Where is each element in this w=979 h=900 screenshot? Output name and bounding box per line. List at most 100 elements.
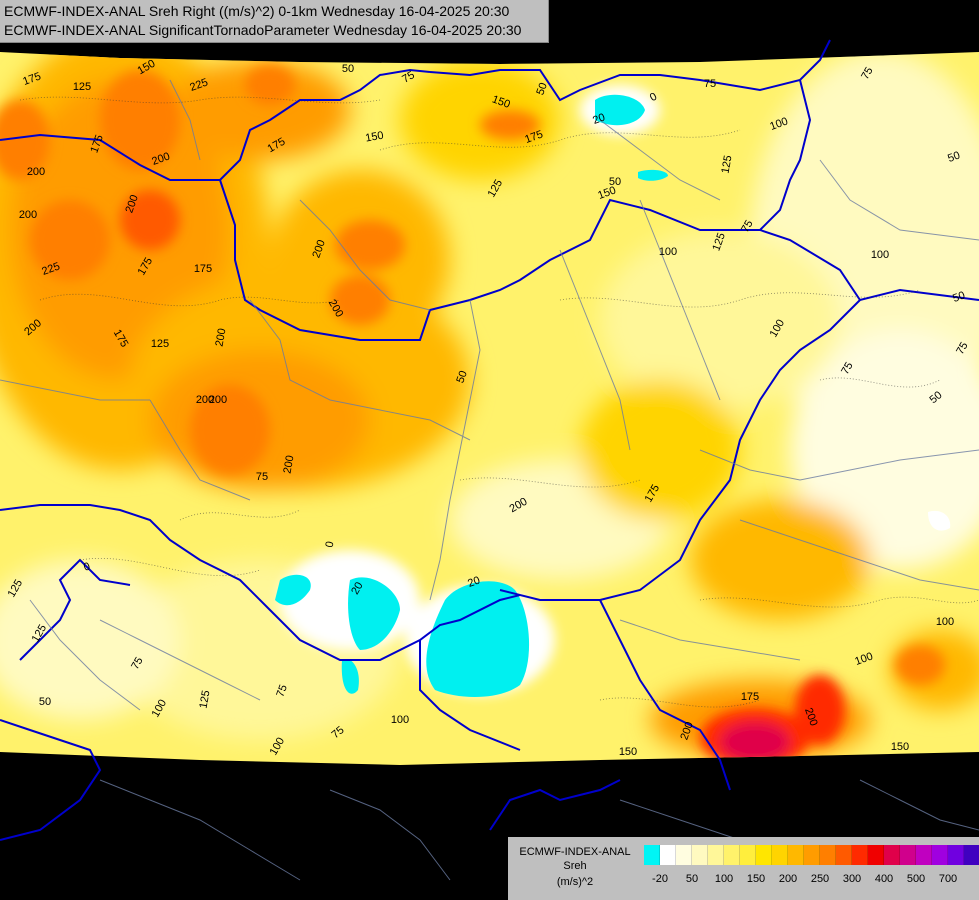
legend-tick-label: 700: [938, 873, 958, 885]
legend-swatch: [708, 845, 724, 865]
contour-label: 125: [198, 689, 213, 709]
contour-label: 75: [400, 69, 417, 86]
contour-label: 125: [710, 231, 728, 252]
contour-label: 150: [619, 746, 637, 758]
legend-swatch: [756, 845, 772, 865]
contour-label: 50: [951, 289, 967, 304]
legend-swatch: [820, 845, 836, 865]
contour-label: 75: [256, 471, 268, 483]
contour-label: 200: [123, 193, 141, 214]
contour-label: 200: [678, 720, 696, 741]
contour-label: 125: [73, 81, 91, 93]
legend-swatch: [964, 845, 979, 865]
sreh-field: [0, 52, 979, 765]
contour-label: 20: [591, 111, 607, 126]
contour-label: 200: [150, 150, 171, 168]
legend-swatch: [788, 845, 804, 865]
contour-label: 175: [21, 70, 42, 88]
legend-swatch: [660, 845, 676, 865]
legend-swatch: [772, 845, 788, 865]
contour-label: 225: [188, 76, 209, 94]
contour-label: 150: [490, 93, 511, 111]
legend-tick-label: 200: [778, 873, 798, 885]
contour-label: 0: [82, 560, 92, 573]
contour-label: 50: [454, 369, 469, 385]
contour-label: 100: [391, 714, 409, 726]
contour-label: 200: [196, 394, 214, 406]
title-line-1: ECMWF-INDEX-ANAL Sreh Right ((m/s)^2) 0-…: [4, 3, 510, 19]
contour-label: 75: [954, 340, 971, 357]
contour-label: 0: [648, 91, 659, 104]
contour-label: 175: [741, 691, 759, 703]
legend-units: (m/s)^2: [556, 876, 594, 888]
legend-swatch: [916, 845, 932, 865]
contour-label: 150: [891, 741, 909, 753]
legend-swatch: [804, 845, 820, 865]
contour-label: 225: [40, 260, 61, 278]
legend-swatch: [884, 845, 900, 865]
contour-label: 200: [310, 238, 328, 259]
legend-swatch: [948, 845, 964, 865]
legend-tick-label: 50: [685, 873, 699, 885]
contour-label: 200: [802, 706, 820, 727]
legend-swatch: [676, 845, 692, 865]
contour-label: 100: [936, 616, 954, 628]
legend-swatch: [724, 845, 740, 865]
contour-label: 125: [151, 338, 169, 350]
contour-label: 150: [596, 184, 617, 202]
contour-label: 200: [282, 454, 297, 474]
legend-swatch: [692, 845, 708, 865]
contour-label: 50: [534, 81, 549, 97]
contour-label: 200: [209, 394, 227, 406]
contour-label: 125: [720, 154, 735, 174]
contour-label: 100: [768, 115, 789, 133]
contour-label: 75: [839, 360, 856, 377]
contour-label: 75: [739, 218, 756, 235]
contour-label: 100: [853, 650, 874, 668]
legend-tick-label: 500: [906, 873, 926, 885]
contour-label: 50: [609, 176, 621, 188]
legend-swatch: [852, 845, 868, 865]
legend-tick-label: 400: [874, 873, 894, 885]
contour-label: 200: [19, 209, 37, 221]
contour-label: 175: [88, 133, 106, 154]
contour-lines: [19, 96, 979, 708]
country-borders: [0, 39, 979, 841]
contour-label: 100: [871, 249, 889, 261]
contour-label: 75: [129, 655, 146, 672]
contour-label: 75: [274, 683, 289, 699]
contour-label: 100: [659, 246, 677, 258]
contour-label: 20: [466, 574, 482, 589]
legend-title-1: ECMWF-INDEX-ANAL: [519, 846, 631, 858]
regional-borders: [0, 79, 979, 881]
legend-tick-label: 100: [714, 873, 734, 885]
legend-tick-label: 300: [842, 873, 862, 885]
contour-label: 175: [194, 263, 212, 275]
legend-swatch: [868, 845, 884, 865]
legend-tick-label: -20: [652, 873, 668, 885]
legend-title-2: Sreh: [563, 860, 587, 872]
legend-color-scale: [644, 845, 979, 865]
legend-tick-label: 150: [746, 873, 766, 885]
legend-swatch: [900, 845, 916, 865]
contour-label: 75: [704, 78, 716, 90]
contour-label: 50: [946, 149, 962, 164]
contour-label: 50: [342, 63, 354, 75]
legend: ECMWF-INDEX-ANAL Sreh (m/s)^2 -20 50 100 15…: [508, 837, 979, 900]
legend-swatch: [932, 845, 948, 865]
contour-label: 175: [523, 128, 544, 146]
title-line-2: ECMWF-INDEX-ANAL SignificantTornadoParam…: [4, 22, 522, 38]
legend-ticks: -20 50 100 150 200 250 300 400 500 700: [644, 873, 979, 889]
contour-label: 200: [214, 327, 229, 347]
legend-swatch: [836, 845, 852, 865]
contour-label: 150: [364, 130, 384, 145]
legend-swatch: [740, 845, 756, 865]
legend-swatch: [644, 845, 660, 865]
contour-label: 20: [349, 580, 366, 597]
legend-tick-label: 250: [810, 873, 830, 885]
contour-label: 50: [39, 696, 51, 708]
contour-label: 0: [324, 540, 337, 548]
map-title-box: ECMWF-INDEX-ANAL Sreh Right ((m/s)^2) 0-…: [0, 0, 549, 43]
